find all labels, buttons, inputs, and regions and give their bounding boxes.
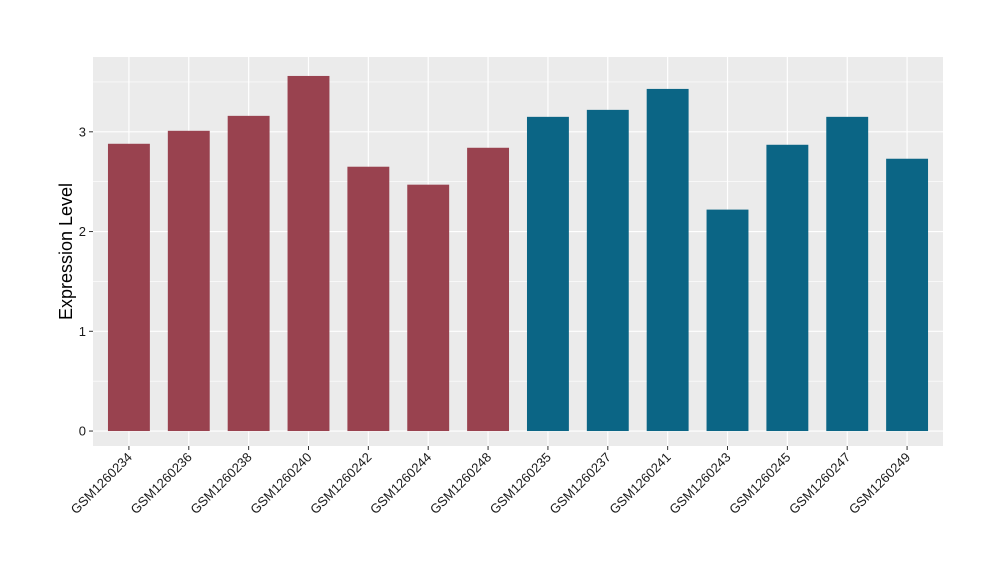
bar-gsm1260241 <box>646 88 689 432</box>
bar-gsm1260243 <box>706 209 749 432</box>
x-tick-label: GSM1260243 <box>666 450 733 517</box>
y-tick-label: 3 <box>79 124 86 139</box>
bar-gsm1260245 <box>766 144 809 432</box>
bar-gsm1260247 <box>826 116 869 432</box>
y-tick-label: 1 <box>79 324 86 339</box>
bar-gsm1260237 <box>586 109 629 432</box>
y-tick-label: 2 <box>79 224 86 239</box>
bar-gsm1260236 <box>167 130 210 432</box>
x-tick-label: GSM1260235 <box>487 450 554 517</box>
y-axis: 0 1 2 3 <box>79 124 93 439</box>
x-tick-label: GSM1260237 <box>547 450 614 517</box>
bar-gsm1260235 <box>526 116 569 432</box>
x-tick-label: GSM1260245 <box>726 450 793 517</box>
x-tick-label: GSM1260236 <box>128 450 195 517</box>
bar-gsm1260244 <box>407 184 450 432</box>
bar-gsm1260240 <box>287 75 330 432</box>
x-tick-label: GSM1260248 <box>427 450 494 517</box>
bar-gsm1260234 <box>107 143 150 432</box>
x-tick-label: GSM1260238 <box>187 450 254 517</box>
bar-gsm1260238 <box>227 115 270 432</box>
x-tick-label: GSM1260234 <box>68 450 135 517</box>
bars <box>107 75 929 432</box>
bar-gsm1260249 <box>886 158 929 432</box>
bar-gsm1260248 <box>467 147 510 432</box>
x-tick-label: GSM1260247 <box>786 450 853 517</box>
x-tick-label: GSM1260242 <box>307 450 374 517</box>
x-axis: GSM1260234GSM1260236GSM1260238GSM1260240… <box>68 446 913 517</box>
bar-gsm1260242 <box>347 166 390 432</box>
x-tick-label: GSM1260244 <box>367 450 434 517</box>
plot-panel <box>93 57 943 446</box>
x-tick-label: GSM1260241 <box>606 450 673 517</box>
y-tick-label: 0 <box>79 424 86 439</box>
x-tick-label: GSM1260240 <box>247 450 314 517</box>
y-axis-title: Expression Level <box>56 183 76 320</box>
x-tick-label: GSM1260249 <box>846 450 913 517</box>
